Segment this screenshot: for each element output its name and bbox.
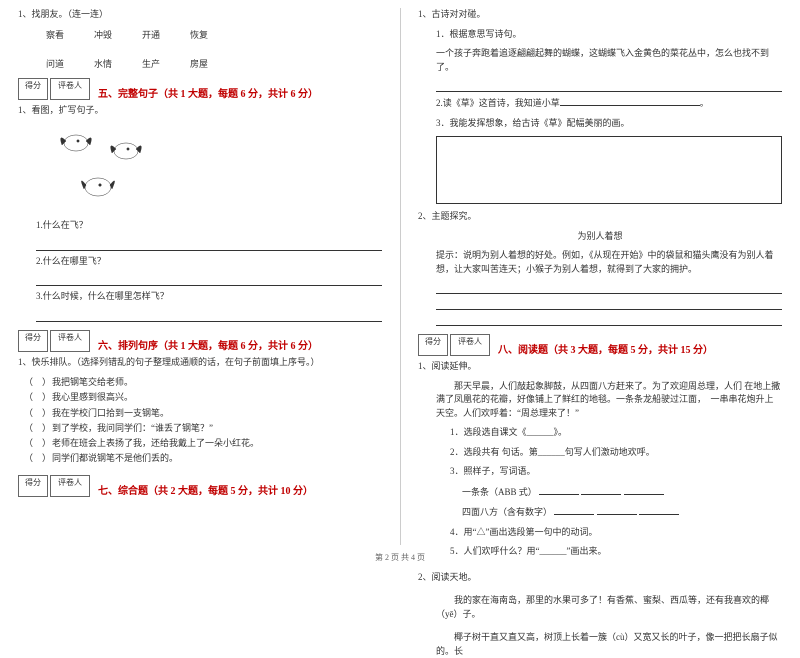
grader-box: 评卷人 [50, 475, 90, 497]
word: 开通 [142, 28, 160, 41]
sec8-i3a: 一条条（ABB 式） [418, 485, 782, 500]
answer-line[interactable] [36, 310, 382, 322]
sec5-sub2: 2.什么在哪里飞？ [18, 255, 382, 269]
sec8-p2: 我的家在海南岛，那里的水果可多了！有香蕉、蜜梨、西瓜等，还有我喜欢的椰（yē）子… [418, 594, 782, 621]
word-row-1: 察看 冲毁 开通 恢复 [18, 28, 382, 41]
ordering-item: （ ）我在学校门口拾到一支钢笔。 [18, 406, 382, 421]
grader-box: 评卷人 [450, 334, 490, 356]
ordering-item: （ ）老师在班会上表扬了我，还给我戴上了一朵小红花。 [18, 436, 382, 451]
inline-blank[interactable] [597, 505, 637, 515]
r-q2-center: 为别人着想 [418, 230, 782, 244]
ordering-text: 到了学校，我问同学们：“谁丢了钢笔？” [52, 423, 213, 433]
word: 问道 [46, 57, 64, 70]
sec8-p1: 那天早晨，人们敲起象脚鼓，从四面八方赶来了。为了欢迎周总理，人们 在地上撒满了凤… [418, 380, 782, 421]
score-box: 得分 [418, 334, 448, 356]
ordering-text: 老师在班会上表扬了我，还给我戴上了一朵小红花。 [52, 438, 259, 448]
sec5-q1: 1、看图，扩写句子。 [18, 104, 382, 118]
sec6-q1: 1、快乐排队。（选择列错乱的句子整理成通顺的话，在句子前面填上序号。） [18, 356, 382, 370]
ordering-text: 我在学校门口拾到一支钢笔。 [52, 408, 169, 418]
inline-blank[interactable] [554, 505, 594, 515]
sec8-q1: 1、阅读延伸。 [418, 360, 782, 374]
ordering-item: （ ）我把钢笔交给老师。 [18, 375, 382, 390]
inline-blank[interactable] [639, 505, 679, 515]
section-8-title: 八、阅读题（共 3 大题，每题 5 分，共计 15 分） [498, 341, 713, 356]
grader-box: 评卷人 [50, 330, 90, 352]
right-column: 1、古诗对对碰。 1．根据意思写诗句。 一个孩子奔跑着追逐翩翩起舞的蝴蝶，这蝴蝶… [400, 0, 800, 545]
score-box: 得分 [18, 78, 48, 100]
sec8-i3b: 四面八方（含有数字） [418, 505, 782, 520]
word: 恢复 [190, 28, 208, 41]
ordering-text: 我心里感到很高兴。 [52, 392, 133, 402]
q-find-friends: 1、找朋友。（连一连） [18, 8, 382, 22]
inline-blank[interactable] [560, 96, 700, 106]
r-q2: 2、主题探究。 [418, 210, 782, 224]
answer-line[interactable] [436, 282, 782, 294]
ordering-item: （ ）同学们都说钢笔不是他们丢的。 [18, 451, 382, 466]
score-row-8: 得分 评卷人 八、阅读题（共 3 大题，每题 5 分，共计 15 分） [418, 334, 782, 356]
section-5-title: 五、完整句子（共 1 大题，每题 6 分，共计 6 分） [98, 85, 318, 100]
score-row-6: 得分 评卷人 六、排列句序（共 1 大题，每题 6 分，共计 6 分） [18, 330, 382, 352]
ordering-item: （ ）到了学校，我问同学们：“谁丢了钢笔？” [18, 421, 382, 436]
answer-line[interactable] [36, 239, 382, 251]
ordering-text: 我把钢笔交给老师。 [52, 377, 133, 387]
ordering-text: 同学们都说钢笔不是他们丢的。 [52, 453, 178, 463]
page-footer: 第 2 页 共 4 页 [0, 552, 800, 563]
word-row-2: 问道 水情 生产 房屋 [18, 57, 382, 70]
word: 生产 [142, 57, 160, 70]
section-6-title: 六、排列句序（共 1 大题，每题 6 分，共计 6 分） [98, 337, 318, 352]
sec8-i2: 2．选段共有 句话。第______句写人们激动地欢呼。 [418, 446, 782, 460]
sec5-sub3: 3.什么时候，什么在哪里怎样飞？ [18, 290, 382, 304]
drawing-box[interactable] [436, 136, 782, 204]
ordering-item: （ ）我心里感到很高兴。 [18, 390, 382, 405]
section-7-title: 七、综合题（共 2 大题，每题 5 分，共计 10 分） [98, 482, 313, 497]
answer-line[interactable] [436, 314, 782, 326]
grader-box: 评卷人 [50, 78, 90, 100]
inline-blank[interactable] [624, 485, 664, 495]
sec8-p3: 椰子树干直又直又高，树顶上长着一簇（cù）又宽又长的叶子，像一把把长扇子似的。长 [418, 631, 782, 658]
sec8-i4: 4．用“△”画出选段第一句中的动词。 [418, 526, 782, 540]
r-q1-sub3: 3．我能发挥想象，给古诗《草》配幅美丽的画。 [418, 117, 782, 131]
inline-blank[interactable] [539, 485, 579, 495]
answer-line[interactable] [36, 274, 382, 286]
score-box: 得分 [18, 475, 48, 497]
column-divider [400, 8, 401, 545]
r-q2-hint: 提示：说明为别人着想的好处。例如，《从现在开始》中的袋鼠和猫头鹰没有为别人着想，… [418, 249, 782, 276]
sec5-sub1: 1.什么在飞？ [18, 219, 382, 233]
score-row-7: 得分 评卷人 七、综合题（共 2 大题，每题 5 分，共计 10 分） [18, 475, 382, 497]
sec8-i3: 3．照样子，写词语。 [418, 465, 782, 479]
sec8-q2: 2、阅读天地。 [418, 571, 782, 585]
sec8-i1: 1．选段选自课文《______》。 [418, 426, 782, 440]
inline-blank[interactable] [581, 485, 621, 495]
left-column: 1、找朋友。（连一连） 察看 冲毁 开通 恢复 问道 水情 生产 房屋 得分 评… [0, 0, 400, 545]
birds-image [48, 123, 168, 213]
r-q1-text: 一个孩子奔跑着追逐翩翩起舞的蝴蝶，这蝴蝶飞入金黄色的菜花丛中，怎么也找不到了。 [418, 47, 782, 74]
answer-line[interactable] [436, 298, 782, 310]
r-q1-sub1: 1．根据意思写诗句。 [418, 28, 782, 42]
word: 水情 [94, 57, 112, 70]
word: 房屋 [190, 57, 208, 70]
score-row-5: 得分 评卷人 五、完整句子（共 1 大题，每题 6 分，共计 6 分） [18, 78, 382, 100]
word: 察看 [46, 28, 64, 41]
r-q1-sub2: 2.读《草》这首诗，我知道小草。 [418, 96, 782, 111]
score-box: 得分 [18, 330, 48, 352]
r-q1: 1、古诗对对碰。 [418, 8, 782, 22]
answer-line[interactable] [436, 80, 782, 92]
word: 冲毁 [94, 28, 112, 41]
